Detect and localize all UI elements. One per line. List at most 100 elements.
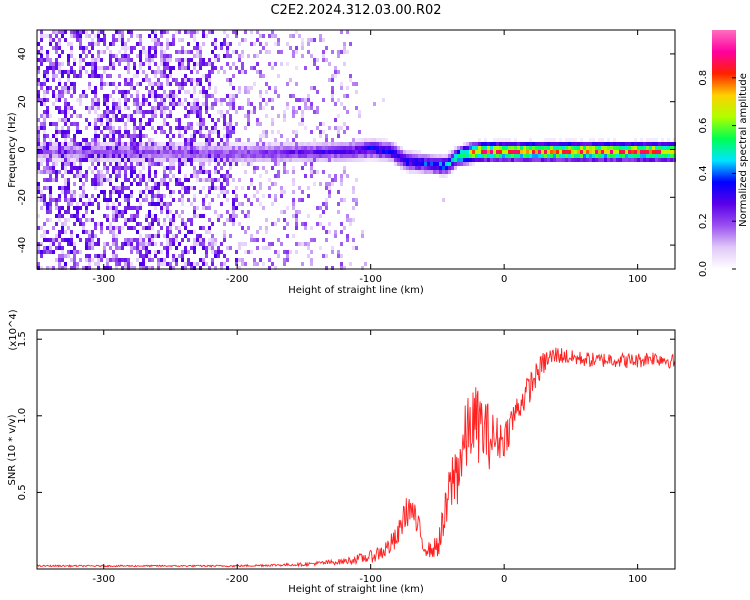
- heatmap-cell: [169, 262, 172, 266]
- heatmap-cell: [385, 158, 388, 162]
- heatmap-cell: [574, 142, 577, 146]
- heatmap-cell: [262, 146, 265, 150]
- heatmap-cell: [73, 206, 76, 210]
- heatmap-cell: [211, 158, 214, 162]
- heatmap-cell: [40, 30, 43, 34]
- heatmap-cell: [106, 94, 109, 98]
- heatmap-cell: [304, 142, 307, 146]
- heatmap-cell: [166, 134, 169, 138]
- heatmap-cell: [142, 46, 145, 50]
- heatmap-cell: [223, 262, 226, 266]
- heatmap-cell: [334, 150, 337, 154]
- heatmap-cell: [169, 190, 172, 194]
- heatmap-cell: [190, 186, 193, 190]
- heatmap-cell: [37, 90, 40, 94]
- heatmap-cell: [58, 146, 61, 150]
- heatmap-cell: [214, 90, 217, 94]
- heatmap-cell: [427, 170, 430, 174]
- heatmap-cell: [127, 142, 130, 146]
- heatmap-cell: [172, 66, 175, 70]
- heatmap-cell: [307, 150, 310, 154]
- heatmap-cell: [265, 218, 268, 222]
- heatmap-cell: [166, 210, 169, 214]
- heatmap-cell: [202, 122, 205, 126]
- heatmap-cell: [202, 162, 205, 166]
- heatmap-cell: [55, 158, 58, 162]
- heatmap-cell: [256, 118, 259, 122]
- heatmap-cell: [43, 102, 46, 106]
- heatmap-cell: [61, 158, 64, 162]
- heatmap-cell: [94, 74, 97, 78]
- heatmap-cell: [283, 118, 286, 122]
- heatmap-cell: [397, 154, 400, 158]
- heatmap-cell: [376, 154, 379, 158]
- heatmap-cell: [298, 242, 301, 246]
- heatmap-cell: [127, 82, 130, 86]
- heatmap-cell: [655, 154, 658, 158]
- heatmap-cell: [274, 174, 277, 178]
- heatmap-cell: [40, 82, 43, 86]
- heatmap-cell: [256, 142, 259, 146]
- heatmap-cell: [187, 230, 190, 234]
- heatmap-cell: [145, 234, 148, 238]
- heatmap-cell: [166, 250, 169, 254]
- heatmap-cell: [286, 250, 289, 254]
- heatmap-cell: [655, 142, 658, 146]
- heatmap-cell: [562, 142, 565, 146]
- heatmap-cell: [127, 178, 130, 182]
- heatmap-cell: [436, 158, 439, 162]
- heatmap-cell: [346, 158, 349, 162]
- heatmap-cell: [139, 110, 142, 114]
- heatmap-cell: [46, 142, 49, 146]
- heatmap-cell: [217, 110, 220, 114]
- heatmap-cell: [241, 158, 244, 162]
- heatmap-cell: [88, 154, 91, 158]
- heatmap-cell: [124, 258, 127, 262]
- heatmap-cell: [136, 238, 139, 242]
- heatmap-cell: [202, 158, 205, 162]
- heatmap-cell: [259, 74, 262, 78]
- heatmap-cell: [211, 258, 214, 262]
- heatmap-cell: [43, 98, 46, 102]
- heatmap-cell: [124, 46, 127, 50]
- heatmap-cell: [313, 58, 316, 62]
- heatmap-cell: [151, 150, 154, 154]
- heatmap-cell: [517, 154, 520, 158]
- heatmap-cell: [193, 214, 196, 218]
- heatmap-cell: [151, 190, 154, 194]
- heatmap-cell: [46, 78, 49, 82]
- heatmap-cell: [199, 66, 202, 70]
- heatmap-cell: [193, 170, 196, 174]
- heatmap-cell: [61, 126, 64, 130]
- heatmap-cell: [334, 102, 337, 106]
- heatmap-cell: [196, 234, 199, 238]
- heatmap-cell: [55, 34, 58, 38]
- heatmap-cell: [109, 66, 112, 70]
- heatmap-cell: [199, 118, 202, 122]
- heatmap-cell: [283, 154, 286, 158]
- heatmap-cell: [58, 46, 61, 50]
- heatmap-cell: [268, 98, 271, 102]
- heatmap-cell: [94, 254, 97, 258]
- heatmap-cell: [250, 158, 253, 162]
- heatmap-cell: [130, 206, 133, 210]
- heatmap-cell: [235, 30, 238, 34]
- heatmap-cell: [79, 170, 82, 174]
- heatmap-cell: [571, 138, 574, 142]
- heatmap-cell: [376, 150, 379, 154]
- heatmap-cell: [40, 162, 43, 166]
- heatmap-cell: [634, 150, 637, 154]
- heatmap-cell: [316, 154, 319, 158]
- heatmap-cell: [145, 122, 148, 126]
- heatmap-cell: [139, 134, 142, 138]
- heatmap-cell: [316, 90, 319, 94]
- heatmap-cell: [277, 174, 280, 178]
- heatmap-cell: [307, 106, 310, 110]
- heatmap-cell: [46, 34, 49, 38]
- heatmap-cell: [316, 126, 319, 130]
- heatmap-cell: [646, 146, 649, 150]
- heatmap-cell: [64, 134, 67, 138]
- heatmap-cell: [172, 218, 175, 222]
- heatmap-cell: [211, 178, 214, 182]
- heatmap-cell: [124, 58, 127, 62]
